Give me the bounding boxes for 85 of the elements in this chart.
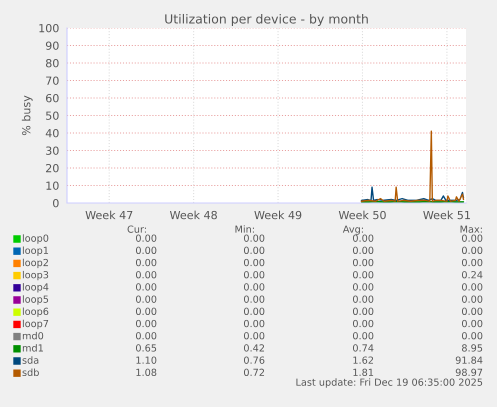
legend-label: loop0 — [22, 234, 48, 244]
text: 0.42 — [244, 344, 264, 352]
y-tick-label: 100 — [39, 24, 59, 32]
legend-label: loop7 — [22, 320, 48, 330]
text: 0.74 — [352, 344, 374, 352]
text: 0.00 — [244, 295, 264, 303]
y-tick-label: 60 — [46, 94, 59, 102]
text: 0.00 — [352, 308, 374, 316]
text: 0.00 — [244, 320, 264, 328]
y-tick-label: 0 — [53, 198, 59, 208]
legend-label: loop1 — [22, 246, 48, 256]
y-tick-label: 90 — [46, 41, 59, 50]
text: 91.84 — [456, 356, 482, 364]
text: 0.72 — [244, 368, 264, 376]
line-series — [360, 186, 464, 202]
text: 0.00 — [244, 234, 264, 242]
text: 0.00 — [244, 332, 264, 340]
y-tick-label: 20 — [46, 164, 59, 172]
text: 0.00 — [136, 283, 156, 291]
y-tick-label: 10 — [46, 181, 59, 190]
text: Cur: — [128, 225, 146, 233]
legend-label: loop5 — [22, 295, 48, 305]
text: 0.00 — [462, 295, 482, 303]
text: 0.00 — [136, 332, 156, 340]
text: 0.00 — [352, 246, 374, 254]
text: 0.00 — [462, 246, 482, 254]
x-tick-label: Week 48 — [170, 210, 217, 220]
text: 0.00 — [352, 283, 374, 291]
text: 1.10 — [136, 356, 156, 364]
legend-label: sdb — [22, 368, 39, 376]
text: 0.65 — [136, 344, 156, 352]
text: Max: — [460, 226, 482, 233]
text: 0.00 — [244, 258, 264, 266]
text: 0.00 — [136, 271, 156, 278]
text: 0.00 — [244, 246, 264, 254]
y-tick-label: 70 — [46, 76, 59, 85]
legend-label: loop6 — [22, 307, 48, 317]
legend-label: loop4 — [22, 283, 48, 293]
text: 0.00 — [136, 320, 156, 328]
text: 0.00 — [136, 234, 156, 242]
text: 8.95 — [462, 344, 482, 352]
text: 1.08 — [136, 368, 156, 376]
text: 0.00 — [462, 283, 482, 291]
line-series — [360, 130, 464, 202]
text: Last update: Fri Dec 19 06:35:00 2025 — [296, 378, 482, 388]
text: 0.00 — [136, 246, 156, 254]
text: 0.00 — [352, 295, 374, 303]
chart-title: Utilization per device - by month — [165, 14, 368, 26]
y-tick-label: 30 — [46, 146, 59, 155]
text: 0.00 — [136, 258, 156, 266]
text: 0.00 — [462, 234, 482, 242]
x-tick-label: Week 47 — [86, 210, 132, 220]
text: Avg: — [342, 226, 363, 235]
text: 0.00 — [462, 308, 482, 316]
text: 0.00 — [352, 320, 374, 328]
y-tick-label: 80 — [46, 58, 59, 68]
text: 0.00 — [352, 234, 374, 242]
text: 98.97 — [456, 368, 482, 376]
y-axis-title: % busy — [22, 96, 33, 136]
text: 0.00 — [244, 283, 264, 291]
text: 0.24 — [462, 271, 482, 278]
text: 0.00 — [462, 332, 482, 340]
legend-label: md1 — [22, 344, 43, 352]
x-tick-label: Week 50 — [338, 210, 386, 220]
text: 0.00 — [136, 308, 156, 316]
text: 0.00 — [462, 258, 482, 266]
text: 0.00 — [352, 258, 374, 266]
legend-label: loop2 — [22, 258, 48, 268]
text: Min: — [235, 225, 254, 233]
text: 0.00 — [352, 332, 374, 340]
text: 0.00 — [244, 308, 264, 316]
text: 0.00 — [136, 295, 156, 303]
text: 1.62 — [353, 356, 374, 364]
legend-label: sda — [22, 356, 38, 364]
legend-label: md0 — [22, 332, 44, 340]
y-tick-label: 40 — [46, 128, 59, 138]
text: 0.76 — [244, 356, 264, 364]
x-tick-label: Week 51 — [423, 210, 470, 220]
text: 0.00 — [244, 271, 264, 278]
y-tick-label: 50 — [46, 111, 59, 120]
legend-label: loop3 — [22, 270, 48, 280]
x-tick-label: Week 49 — [254, 210, 302, 220]
text: 1.81 — [353, 368, 374, 376]
text: 0.00 — [352, 271, 374, 278]
text: 0.00 — [462, 320, 482, 328]
